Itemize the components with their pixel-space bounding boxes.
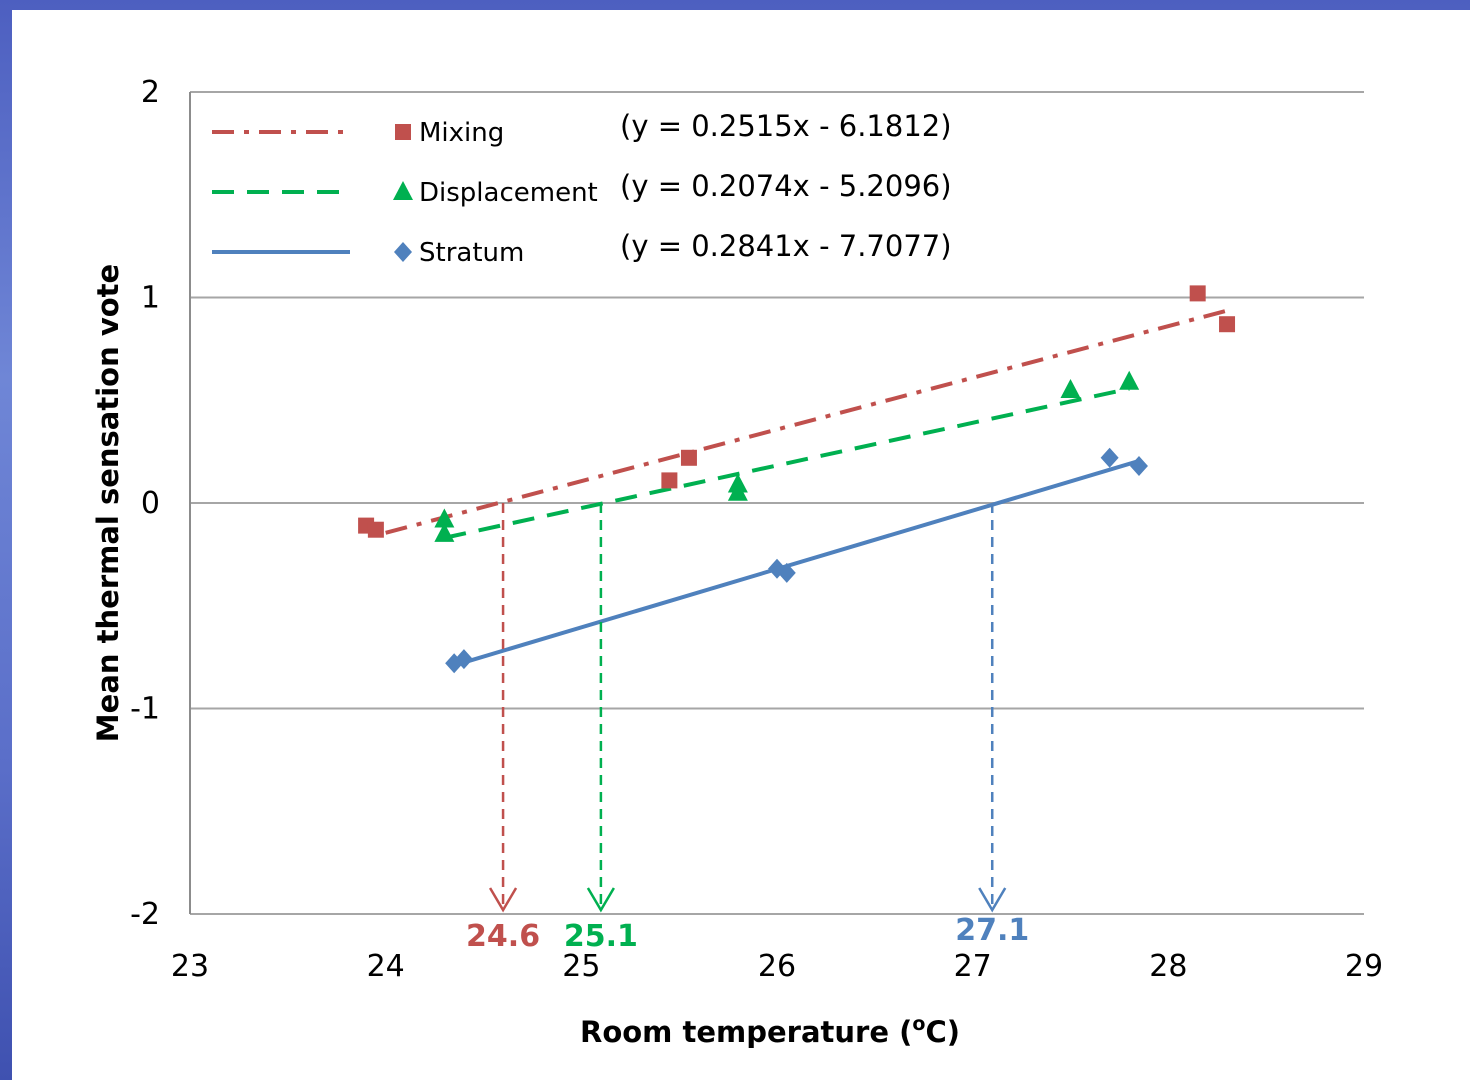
mixing-threshold-label: 24.6 — [466, 919, 540, 954]
mixing-legend-label: Mixing — [419, 118, 504, 148]
mixing-data-point — [680, 449, 697, 466]
y-tick-label: -1 — [130, 692, 160, 727]
mixing-equation: (y = 0.2515x - 6.1812) — [620, 109, 952, 143]
x-tick-label: 28 — [1149, 949, 1187, 984]
mixing-data-point — [367, 521, 384, 538]
displacement-data-point — [434, 522, 455, 542]
stratum-legend-marker — [394, 242, 412, 262]
displacement-equation: (y = 0.2074x - 5.2096) — [620, 169, 952, 203]
x-tick-label: 24 — [367, 949, 405, 984]
stratum-threshold-label: 27.1 — [955, 913, 1029, 948]
displacement-data-point — [727, 473, 748, 493]
displacement-threshold-label: 25.1 — [564, 919, 638, 954]
displacement-threshold-arrowhead — [586, 887, 615, 913]
stratum-data-point — [454, 649, 473, 670]
y-tick-label: 1 — [141, 281, 160, 316]
mixing-threshold-arrowhead — [488, 887, 518, 913]
x-tick-label: 29 — [1345, 949, 1383, 984]
mixing-data-point — [1219, 316, 1236, 333]
stratum-data-point — [777, 562, 796, 583]
mixing-data-point — [1189, 285, 1206, 302]
x-tick-label: 27 — [954, 949, 992, 984]
y-axis-title: Mean thermal sensation vote — [91, 264, 125, 742]
x-tick-label: 25 — [562, 949, 600, 984]
stratum-threshold-arrowhead — [978, 887, 1007, 913]
displacement-legend-label: Displacement — [419, 178, 598, 208]
y-tick-label: -2 — [130, 897, 160, 932]
mixing-fit-line — [385, 308, 1228, 535]
thermal-sensation-chart: 24.6 25.1 27.1 Mixing (y = 0.2515x - 6.1812… — [91, 75, 1383, 1049]
mixing-data-point — [661, 472, 678, 489]
y-tick-label: 0 — [141, 486, 160, 521]
stratum-data-point — [1129, 456, 1148, 477]
displacement-legend-marker — [393, 181, 413, 200]
x-tick-label: 23 — [171, 949, 209, 984]
x-axis-title: Room temperature (oC) — [580, 1013, 960, 1049]
stratum-fit-line — [463, 459, 1140, 665]
displacement-data-point — [1060, 378, 1081, 398]
stratum-legend-label: Stratum — [419, 238, 524, 268]
stratum-equation: (y = 0.2841x - 7.7077) — [620, 229, 952, 263]
x-tick-label: 26 — [758, 949, 796, 984]
mixing-legend-marker — [395, 124, 411, 140]
displacement-data-point — [434, 508, 455, 528]
displacement-fit-line — [443, 386, 1130, 540]
displacement-data-point — [1119, 370, 1140, 390]
chart-panel: 24.6 25.1 27.1 Mixing (y = 0.2515x - 6.1812… — [12, 10, 1470, 1080]
y-tick-label: 2 — [141, 75, 160, 110]
stratum-data-point — [1100, 447, 1119, 468]
